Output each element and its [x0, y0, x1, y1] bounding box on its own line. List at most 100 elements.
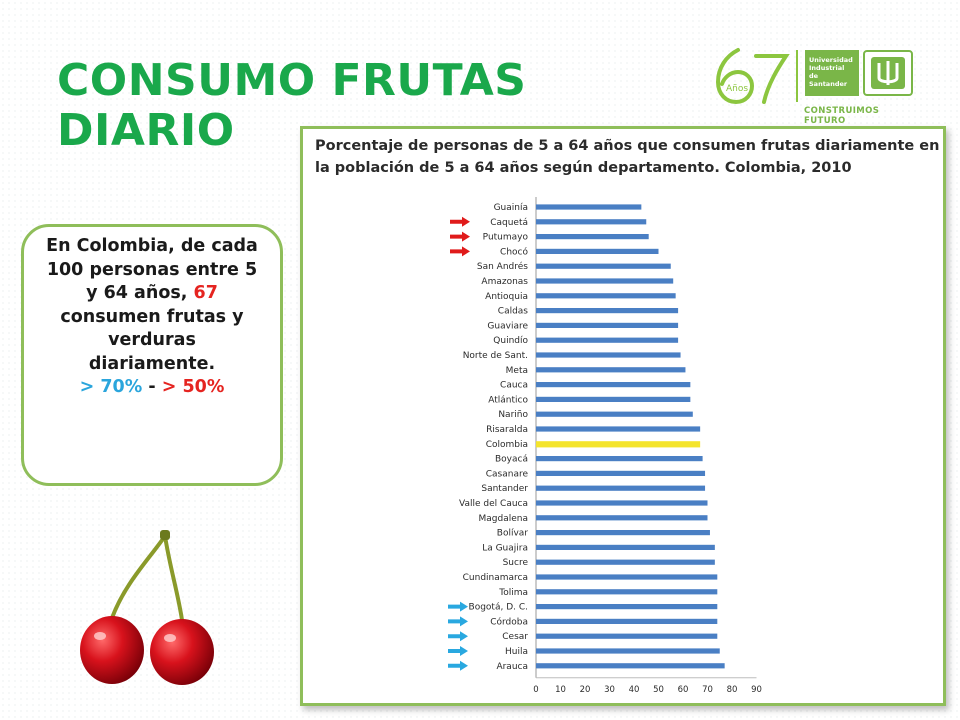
bar-4 [536, 263, 671, 269]
x-tick-label-7: 70 [702, 685, 713, 695]
category-label-1: Caquetá [490, 218, 528, 228]
info-callout-box: En Colombia, de cada 100 personas entre … [21, 224, 283, 486]
bar-2 [536, 234, 649, 240]
category-label-26: Tolima [498, 588, 528, 598]
category-label-19: Santander [481, 484, 528, 494]
uis-emblem-logo [863, 50, 913, 96]
slide-title: CONSUMO FRUTAS DIARIO [57, 56, 537, 156]
university-name-box: Universidad Industrial de Santander [805, 50, 859, 96]
bar-11 [536, 367, 686, 373]
callout-text-before: En Colombia, de cada 100 personas entre … [46, 236, 258, 303]
bar-24 [536, 559, 715, 565]
university-line1: Universidad [809, 56, 853, 64]
category-label-20: Valle del Cauca [459, 499, 528, 509]
bar-26 [536, 589, 718, 595]
category-label-21: Magdalena [479, 514, 528, 524]
callout-text-after: consumen frutas y verduras diariamente. [60, 306, 244, 374]
x-tick-label-0: 0 [533, 685, 538, 695]
bar-17 [536, 456, 703, 462]
category-label-13: Atlántico [488, 395, 528, 405]
category-label-10: Norte de Sant. [463, 351, 528, 361]
bar-20 [536, 500, 708, 506]
blue-arrow-icon-29 [448, 631, 468, 642]
university-line2: Industrial de [809, 64, 845, 80]
category-label-12: Cauca [500, 381, 528, 391]
bar-8 [536, 322, 679, 328]
callout-legend-blue: > 70% [79, 377, 143, 397]
category-label-11: Meta [506, 366, 528, 376]
university-line3: Santander [809, 80, 848, 88]
bar-14 [536, 411, 693, 417]
slide-title-line1: CONSUMO FRUTAS [57, 55, 527, 106]
category-label-2: Putumayo [483, 233, 529, 243]
red-arrow-icon-2 [450, 231, 470, 242]
slide-title-line2: DIARIO [57, 105, 235, 156]
logo-separator [796, 50, 798, 102]
bar-15 [536, 426, 701, 432]
category-label-14: Nariño [498, 410, 528, 420]
callout-legend-separator: - [148, 377, 156, 397]
category-label-15: Risaralda [486, 425, 528, 435]
bar-3 [536, 248, 659, 254]
x-tick-label-5: 50 [653, 685, 664, 695]
blue-arrow-icon-27 [448, 601, 468, 612]
x-tick-label-1: 10 [555, 685, 566, 695]
logo-tagline: CONSTRUIMOS FUTURO [804, 106, 880, 126]
category-label-3: Chocó [500, 246, 528, 257]
category-label-30: Huila [505, 647, 528, 657]
bar-21 [536, 515, 708, 521]
callout-highlight-number: 67 [193, 283, 218, 303]
category-label-9: Quindío [493, 336, 528, 346]
cherries-image [80, 530, 214, 685]
bar-22 [536, 530, 710, 536]
category-label-17: Boyacá [495, 455, 528, 465]
chart-panel: Porcentaje de personas de 5 a 64 años qu… [300, 126, 946, 706]
category-label-4: San Andrés [477, 261, 528, 272]
category-label-7: Caldas [498, 307, 529, 317]
bar-7 [536, 308, 679, 314]
red-arrow-icon-1 [450, 216, 470, 227]
anniversary-word: Años [726, 84, 748, 94]
bar-25 [536, 574, 718, 580]
bar-12 [536, 382, 691, 388]
x-tick-label-4: 40 [629, 685, 640, 695]
x-tick-label-6: 60 [678, 685, 689, 695]
x-tick-label-3: 30 [604, 685, 615, 695]
blue-arrow-icon-28 [448, 616, 468, 627]
category-label-6: Antioquia [485, 292, 528, 302]
bar-0 [536, 204, 642, 210]
bar-5 [536, 278, 674, 284]
bar-31 [536, 663, 725, 669]
x-tick-label-2: 20 [580, 685, 591, 695]
category-label-28: Córdoba [490, 616, 528, 627]
bar-6 [536, 293, 676, 299]
bar-23 [536, 544, 715, 550]
anniversary-67-logo: Años [715, 48, 790, 105]
category-label-23: La Guajira [482, 543, 528, 553]
blue-arrow-icon-31 [448, 660, 468, 671]
x-tick-label-9: 90 [751, 685, 762, 695]
category-label-18: Casanare [486, 469, 529, 479]
category-label-27: Bogotá, D. C. [469, 603, 528, 613]
category-label-5: Amazonas [481, 277, 528, 287]
category-label-8: Guaviare [487, 321, 528, 331]
bar-30 [536, 648, 720, 654]
bar-chart: Guainía Caquetá Putumayo Chocó San Andrés Ama… [448, 197, 762, 695]
bar-18 [536, 470, 706, 476]
bar-9 [536, 337, 679, 343]
category-label-16: Colombia [486, 440, 528, 450]
x-tick-label-8: 80 [727, 685, 738, 695]
bar-10 [536, 352, 681, 358]
bar-19 [536, 485, 706, 491]
logo-area: Años Universidad Industrial de Santander… [708, 44, 918, 126]
category-label-29: Cesar [502, 632, 528, 642]
red-arrow-icon-3 [450, 246, 470, 257]
bar-28 [536, 618, 718, 624]
blue-arrow-icon-30 [448, 646, 468, 656]
category-label-25: Cundinamarca [463, 573, 528, 583]
bar-16 [536, 441, 701, 448]
bar-29 [536, 633, 718, 639]
bar-1 [536, 219, 647, 225]
category-label-31: Arauca [496, 662, 528, 672]
bar-13 [536, 396, 691, 402]
